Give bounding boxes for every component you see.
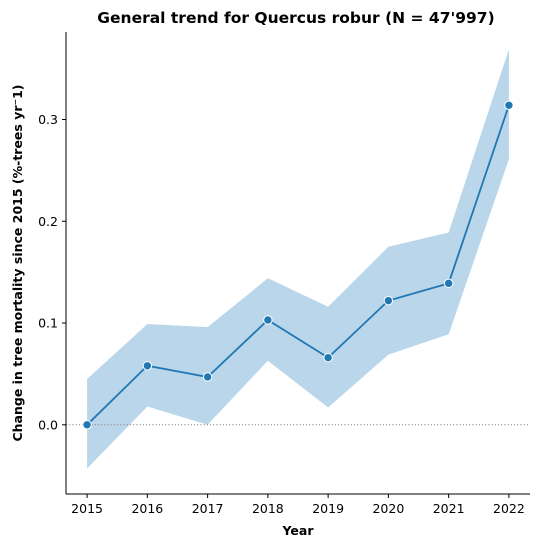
chart-title: General trend for Quercus robur (N = 47'… [97,9,494,27]
data-point [323,352,333,363]
y-tick-label: 0.1 [38,316,58,331]
y-tick-label: 0.0 [38,417,58,432]
x-axis-ticks: 2015 2016 2017 2018 2019 2020 2021 2022 [71,494,525,516]
x-tick-label: 2017 [192,501,224,516]
data-point [142,361,153,371]
x-axis-label: Year [282,523,315,538]
data-point [82,420,92,430]
y-axis-label: Change in tree mortality since 2015 (%-t… [10,84,25,441]
x-tick-label: 2019 [312,501,344,516]
y-tick-label: 0.2 [38,214,58,229]
data-point-layer [82,100,514,430]
x-tick-label: 2018 [252,501,284,516]
x-tick-label: 2022 [493,501,525,516]
plot-area [66,49,530,469]
series-line [86,104,510,426]
confidence-band [87,49,509,469]
x-tick-label: 2015 [71,501,103,516]
x-tick-label: 2016 [131,501,163,516]
y-tick-label: 0.3 [38,112,58,127]
x-tick-label: 2020 [372,501,404,516]
data-point [202,372,213,382]
data-point [383,295,394,306]
x-tick-label: 2021 [433,501,465,516]
y-axis-ticks: 0.0 0.1 0.2 0.3 [38,112,66,432]
data-point [504,100,514,110]
data-point [443,278,454,289]
series-line-layer [86,104,510,426]
confidence-band-layer [87,49,509,469]
data-point [263,315,273,325]
